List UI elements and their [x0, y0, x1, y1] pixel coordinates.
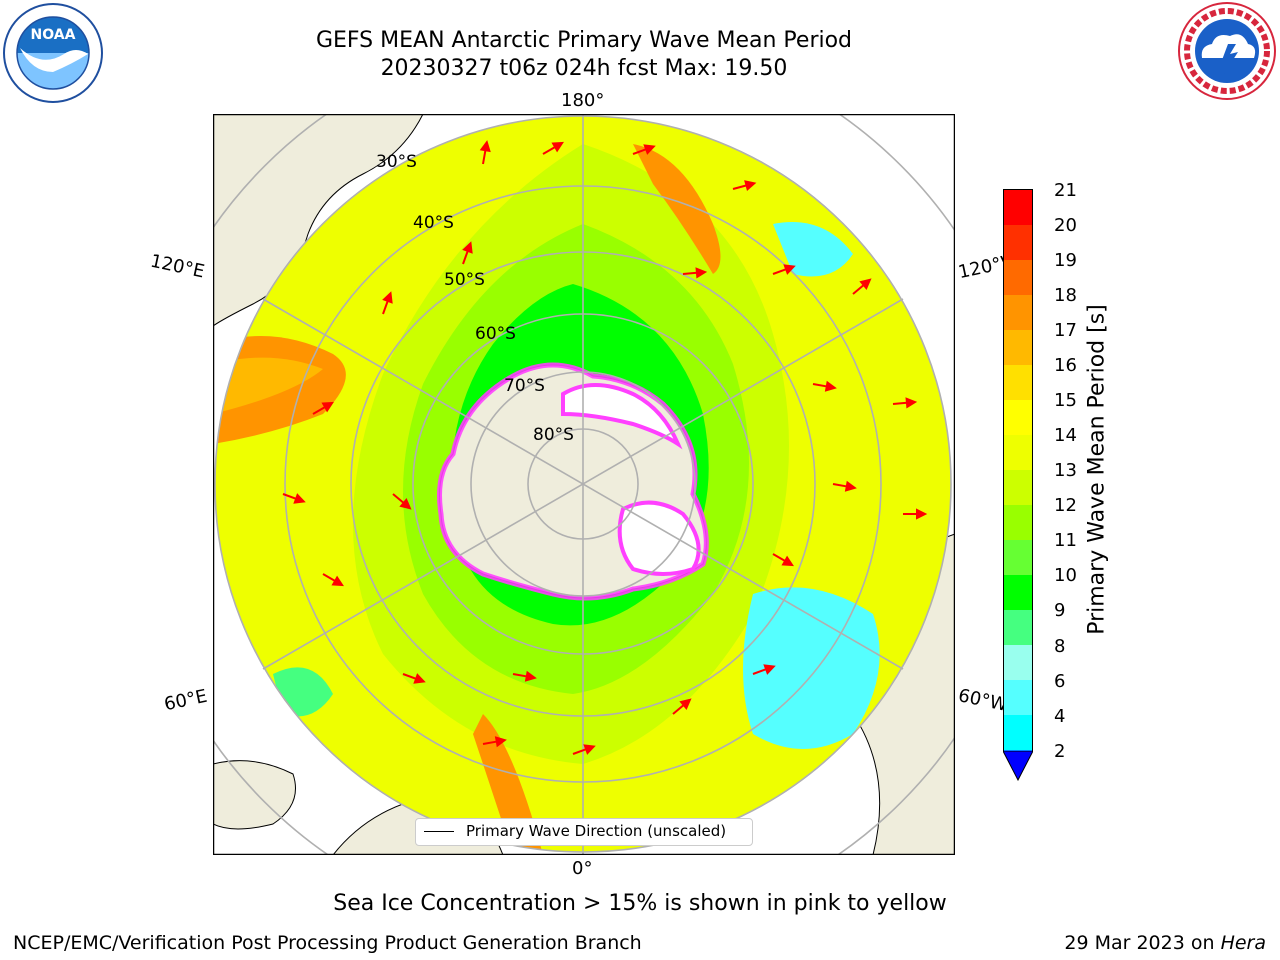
date-text: 29 Mar 2023 on [1064, 932, 1221, 954]
machine-name: Hera [1220, 932, 1266, 954]
lat-label-30s: 30°S [376, 152, 417, 172]
lon-label-60w: 60°W [956, 685, 1010, 716]
colorbar-tick: 8 [1054, 636, 1066, 657]
sea-ice-edge [437, 362, 709, 601]
lon-label-120e: 120°E [148, 250, 207, 283]
polar-map [212, 113, 956, 856]
colorbar-tick: 19 [1054, 250, 1077, 271]
graticule [213, 114, 955, 855]
colorbar-tick: 21 [1054, 180, 1077, 201]
credit-text: NCEP/EMC/Verification Post Processing Pr… [13, 932, 642, 954]
colorbar-tick: 17 [1054, 320, 1077, 341]
lon-label-0: 0° [572, 858, 593, 879]
colorbar-tick: 20 [1054, 215, 1077, 236]
sea-ice-ross [561, 383, 683, 450]
chart-subtitle: 20230327 t06z 024h fcst Max: 19.50 [380, 56, 788, 81]
national-weather-service-logo [1176, 0, 1278, 102]
wave-direction-arrows [282, 140, 928, 755]
colorbar-tick: 2 [1054, 741, 1066, 762]
colorbar-tick: 15 [1054, 390, 1077, 411]
sea-ice-note: Sea Ice Concentration > 15% is shown in … [333, 891, 947, 916]
map-legend: Primary Wave Direction (unscaled) [415, 818, 753, 846]
colorbar-tick: 4 [1054, 706, 1066, 727]
lat-label-40s: 40°S [413, 213, 454, 233]
legend-line-swatch [424, 831, 454, 832]
colorbar-label: Primary Wave Mean Period [s] [1084, 304, 1110, 635]
date-stamp: 29 Mar 2023 on Hera [1064, 932, 1266, 954]
chart-title: GEFS MEAN Antarctic Primary Wave Mean Pe… [315, 28, 853, 53]
colorbar-tick: 10 [1054, 565, 1077, 586]
lat-label-50s: 50°S [444, 270, 485, 290]
australia-land [213, 114, 424, 327]
colorbar-tick: 13 [1054, 460, 1077, 481]
colorbar-tick: 16 [1054, 355, 1077, 376]
legend-label: Primary Wave Direction (unscaled) [466, 822, 727, 840]
colorbar-extend-arrow [1002, 750, 1034, 785]
lat-label-60s: 60°S [475, 324, 516, 344]
noaa-logo: NOAA [2, 2, 104, 104]
lat-label-70s: 70°S [504, 376, 545, 396]
colorbar-tick: 6 [1054, 671, 1066, 692]
colorbar [1003, 189, 1033, 753]
noaa-logo-text: NOAA [31, 27, 76, 43]
colorbar-tick: 14 [1054, 425, 1077, 446]
colorbar-tick: 11 [1054, 530, 1077, 551]
colorbar-tick: 12 [1054, 495, 1077, 516]
lat-label-80s: 80°S [533, 425, 574, 445]
colorbar-tick: 18 [1054, 285, 1077, 306]
lon-label-60e: 60°E [162, 685, 209, 716]
colorbar-tick: 9 [1054, 600, 1066, 621]
lon-label-180: 180° [561, 90, 605, 111]
